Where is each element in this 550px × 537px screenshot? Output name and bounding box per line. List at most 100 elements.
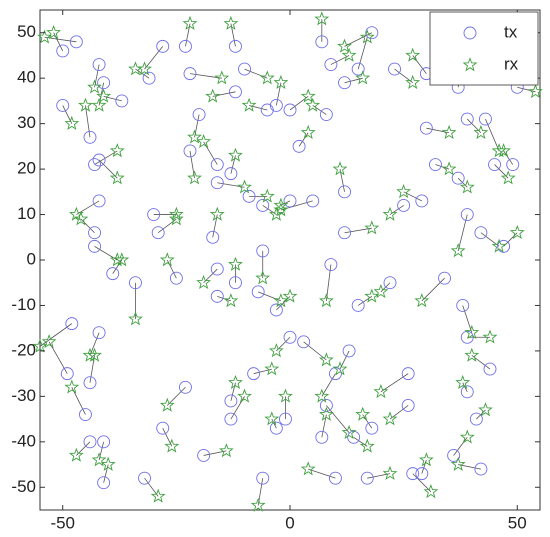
- rx-marker: [300, 124, 316, 140]
- legend-box: [429, 11, 539, 86]
- tx-marker: [210, 176, 224, 190]
- rx-marker: [87, 347, 102, 362]
- link: [367, 473, 391, 479]
- legend-label: rx: [504, 54, 519, 73]
- rx-marker: [491, 143, 507, 158]
- x-tick-label: 0: [285, 513, 294, 532]
- tx-marker: [456, 299, 470, 312]
- y-tick-label: 0: [27, 249, 36, 268]
- tx-marker: [360, 471, 374, 485]
- tx-marker: [324, 258, 338, 271]
- rx-marker: [273, 293, 289, 308]
- rx-marker: [64, 379, 80, 394]
- rx-marker: [259, 70, 275, 85]
- tx-marker: [79, 408, 92, 421]
- tx-marker: [229, 276, 242, 290]
- tx-marker: [147, 208, 161, 221]
- rx-marker: [405, 74, 421, 90]
- rx-marker: [87, 79, 102, 94]
- link: [344, 227, 372, 234]
- y-tick-label: 30: [17, 113, 36, 132]
- x-tick-label: 50: [508, 513, 527, 532]
- tx-marker: [306, 194, 320, 208]
- tx-marker: [324, 58, 338, 71]
- link: [458, 464, 481, 470]
- rx-marker: [382, 411, 398, 426]
- tx-marker: [106, 267, 120, 281]
- y-tick-label: -20: [11, 340, 36, 359]
- rx-marker: [278, 388, 293, 403]
- tx-marker: [97, 435, 111, 449]
- rx-marker: [332, 361, 348, 376]
- tx-marker: [401, 367, 415, 381]
- rx-marker: [341, 47, 357, 62]
- rx-marker: [382, 465, 398, 480]
- tx-marker: [88, 158, 101, 171]
- link: [312, 105, 327, 115]
- link: [53, 32, 64, 52]
- link: [212, 91, 236, 97]
- tx-marker: [460, 330, 474, 344]
- link: [39, 323, 73, 347]
- tx-marker: [179, 39, 192, 53]
- rx-marker: [237, 179, 252, 194]
- link: [517, 86, 536, 93]
- link: [303, 341, 327, 361]
- rx-marker: [300, 461, 316, 476]
- tx-marker: [329, 471, 342, 485]
- tx-marker: [83, 130, 97, 144]
- rx-marker: [464, 324, 480, 340]
- rx-marker: [228, 147, 243, 162]
- rx-marker: [150, 488, 166, 503]
- rx-marker: [450, 456, 466, 471]
- rx-marker: [264, 361, 280, 376]
- link: [380, 373, 409, 393]
- rx-marker: [509, 224, 525, 240]
- link: [426, 127, 450, 134]
- link: [308, 468, 336, 479]
- tx-marker: [210, 289, 224, 303]
- link: [258, 291, 282, 302]
- tx-marker: [292, 139, 306, 153]
- tx-marker: [260, 103, 274, 117]
- tx-marker: [438, 271, 451, 285]
- link: [421, 277, 445, 302]
- rx-marker: [241, 97, 257, 112]
- tx-marker: [283, 194, 297, 208]
- rx-marker: [405, 47, 421, 62]
- link: [98, 441, 105, 461]
- link: [485, 118, 500, 152]
- rx-marker: [300, 88, 316, 103]
- rx-marker: [228, 256, 243, 271]
- tx-marker: [297, 335, 311, 349]
- rx-marker: [482, 329, 498, 344]
- rx-marker: [73, 211, 89, 226]
- rx-marker: [214, 70, 230, 85]
- rx-marker: [318, 352, 334, 367]
- link: [321, 373, 336, 397]
- tx-marker: [447, 449, 461, 462]
- rx-marker: [196, 134, 212, 149]
- rx-marker: [209, 206, 225, 221]
- tx-marker: [138, 471, 151, 485]
- rx-marker: [100, 456, 116, 471]
- tx-marker: [83, 435, 97, 449]
- rx-marker: [341, 424, 357, 440]
- tx-marker: [269, 99, 283, 112]
- rx-marker: [68, 447, 84, 462]
- tx-marker: [474, 462, 488, 476]
- rx-marker: [496, 143, 512, 158]
- rx-marker: [418, 452, 434, 467]
- rx-marker: [337, 38, 352, 53]
- rx-marker: [128, 61, 143, 76]
- tx-marker: [83, 376, 97, 390]
- tx-marker: [283, 103, 297, 117]
- rx-marker: [318, 293, 334, 308]
- rx-marker: [228, 374, 243, 390]
- tx-marker: [97, 476, 111, 490]
- link: [262, 205, 277, 215]
- rx-marker: [82, 347, 98, 362]
- tx-marker: [319, 108, 333, 121]
- link: [412, 55, 427, 74]
